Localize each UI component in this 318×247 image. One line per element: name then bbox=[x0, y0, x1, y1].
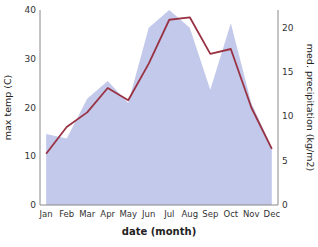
temp-line bbox=[46, 17, 272, 154]
plot-area bbox=[46, 10, 272, 205]
x-tick-label: Dec bbox=[264, 209, 281, 219]
y-tick-label: 10 bbox=[25, 151, 37, 161]
y2-axis-line bbox=[278, 10, 279, 205]
y2-axis-label: med. precipitation (kg/m2) bbox=[305, 44, 316, 171]
precip-area bbox=[46, 10, 272, 205]
y2-tick-label: 5 bbox=[282, 156, 288, 166]
x-tick-label: Nov bbox=[243, 209, 260, 219]
x-tick-label: Oct bbox=[223, 209, 238, 219]
x-tick-label: Apr bbox=[100, 209, 115, 219]
y-tick-label: 20 bbox=[25, 103, 37, 113]
x-tick-label: Jul bbox=[163, 209, 174, 219]
y-axis-label: max temp (C) bbox=[2, 75, 13, 141]
x-tick-label: Feb bbox=[59, 209, 74, 219]
x-tick-label: Jun bbox=[141, 209, 155, 219]
y-tick-label: 40 bbox=[25, 5, 37, 15]
x-tick-label: May bbox=[119, 209, 137, 219]
x-axis-line bbox=[40, 205, 278, 206]
x-tick-label: Aug bbox=[181, 209, 198, 219]
y2-tick-label: 10 bbox=[282, 111, 294, 121]
y-tick-label: 0 bbox=[30, 200, 36, 210]
y2-tick-label: 20 bbox=[282, 23, 294, 33]
y-axis-line bbox=[40, 10, 41, 205]
x-tick-label: Sep bbox=[202, 209, 218, 219]
chart: 0 10 20 30 40 0 5 10 15 20 Jan Feb Mar Apr May Jun Jul Au… bbox=[0, 0, 318, 247]
y2-tick-label: 0 bbox=[282, 200, 288, 210]
x-axis-label: date (month) bbox=[122, 226, 196, 237]
y-tick-label: 30 bbox=[25, 54, 37, 64]
x-tick-label: Jan bbox=[39, 209, 53, 219]
x-tick-label: Mar bbox=[79, 209, 96, 219]
y2-tick-label: 15 bbox=[282, 67, 293, 77]
